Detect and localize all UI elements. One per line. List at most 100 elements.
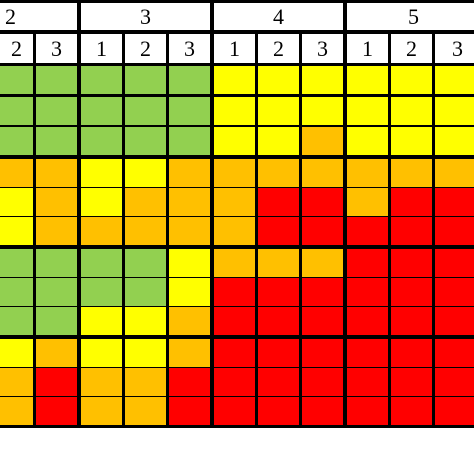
cell (169, 397, 210, 425)
cell (81, 339, 122, 367)
cell (0, 217, 33, 245)
cell (125, 217, 166, 245)
cell (0, 97, 33, 125)
cell (0, 188, 33, 216)
cell (258, 217, 299, 245)
cell (169, 97, 210, 125)
subcolumn-header: 1 (214, 34, 255, 63)
cell (435, 397, 474, 425)
cell (435, 188, 474, 216)
cell (435, 368, 474, 396)
cell (302, 188, 343, 216)
cell (435, 278, 474, 306)
cell (125, 339, 166, 367)
cell (391, 397, 432, 425)
cell (36, 397, 77, 425)
cell (0, 339, 33, 367)
cell (125, 127, 166, 155)
cell (347, 278, 388, 306)
cell (302, 217, 343, 245)
cell (435, 97, 474, 125)
cell (81, 66, 122, 94)
cell (169, 339, 210, 367)
cell (214, 307, 255, 335)
cell (258, 97, 299, 125)
cell (214, 249, 255, 277)
cell (347, 159, 388, 187)
cell (435, 217, 474, 245)
subcolumn-header: 1 (347, 34, 388, 63)
cell (391, 97, 432, 125)
cell (36, 97, 77, 125)
cell (169, 66, 210, 94)
cell (391, 66, 432, 94)
cell (258, 307, 299, 335)
cell (125, 97, 166, 125)
cell (302, 339, 343, 367)
subcolumn-header: 2 (258, 34, 299, 63)
group-header: 5 (347, 3, 474, 30)
cell (36, 278, 77, 306)
cell (258, 188, 299, 216)
cell (347, 249, 388, 277)
cell (169, 188, 210, 216)
cell (435, 66, 474, 94)
cell (125, 249, 166, 277)
cell (302, 127, 343, 155)
cell (0, 278, 33, 306)
cell (36, 127, 77, 155)
cell (125, 368, 166, 396)
cell (0, 66, 33, 94)
cell (81, 397, 122, 425)
cell (0, 127, 33, 155)
cell (391, 188, 432, 216)
cell (125, 278, 166, 306)
subcolumn-header: 3 (302, 34, 343, 63)
cell (214, 397, 255, 425)
cell (36, 368, 77, 396)
cell (347, 127, 388, 155)
cell (0, 307, 33, 335)
cell (347, 368, 388, 396)
cell (169, 159, 210, 187)
cell (258, 159, 299, 187)
cell (214, 97, 255, 125)
cell (125, 159, 166, 187)
cell (391, 127, 432, 155)
cell (347, 397, 388, 425)
cell (169, 307, 210, 335)
cell (36, 339, 77, 367)
cell (81, 188, 122, 216)
cell (302, 368, 343, 396)
cell (81, 249, 122, 277)
cell (36, 307, 77, 335)
subcolumn-header: 3 (169, 34, 210, 63)
subcolumn-header: 2 (0, 34, 33, 63)
cell (391, 368, 432, 396)
cell (36, 188, 77, 216)
cell (81, 368, 122, 396)
cell (214, 217, 255, 245)
cell (258, 278, 299, 306)
cell (347, 66, 388, 94)
cell (214, 127, 255, 155)
cell (214, 368, 255, 396)
cell (169, 217, 210, 245)
cell (391, 339, 432, 367)
cell (81, 307, 122, 335)
cell (347, 97, 388, 125)
cell (81, 217, 122, 245)
cell (214, 159, 255, 187)
cell (125, 188, 166, 216)
cell (214, 66, 255, 94)
cell (36, 217, 77, 245)
cell (258, 249, 299, 277)
cell (347, 217, 388, 245)
cell (36, 159, 77, 187)
cell (391, 217, 432, 245)
subcolumn-header: 2 (391, 34, 432, 63)
cell (435, 159, 474, 187)
cell (302, 66, 343, 94)
